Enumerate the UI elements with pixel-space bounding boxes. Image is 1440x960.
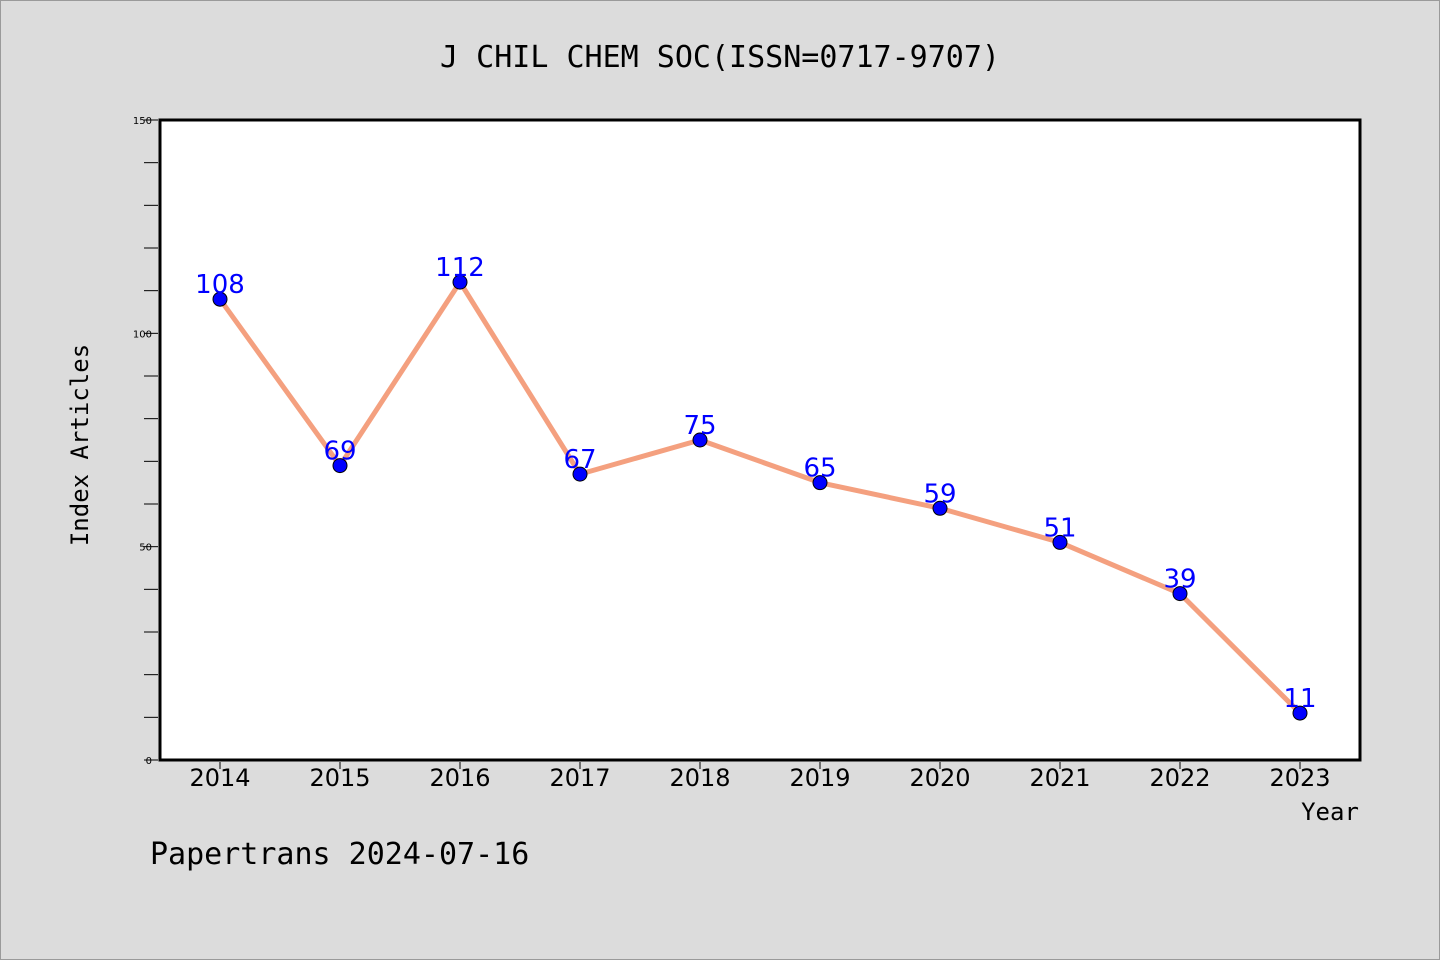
series-group: 108 69 112 67 75 65 59 51 39 11	[195, 253, 1317, 721]
y-axis-title: Index Articles	[66, 344, 94, 546]
data-point	[572, 466, 588, 482]
data-point	[1052, 534, 1068, 550]
data-point	[212, 291, 228, 307]
data-label: 67	[563, 445, 596, 475]
x-tick-label: 2016	[429, 764, 490, 792]
x-tick-label: 2014	[189, 764, 250, 792]
data-point	[332, 458, 348, 474]
plot-area	[158, 118, 1362, 762]
data-label: 59	[923, 479, 956, 509]
data-label: 112	[435, 253, 485, 283]
data-label: 108	[195, 270, 245, 300]
data-point	[932, 500, 948, 516]
x-tick-label: 2018	[669, 764, 730, 792]
y-tick-label: 150	[133, 116, 152, 127]
x-axis-title: Year	[1301, 798, 1359, 826]
data-label: 11	[1283, 684, 1316, 714]
x-tick-label: 2021	[1029, 764, 1090, 792]
footer-text: Papertrans 2024-07-16	[150, 837, 529, 872]
x-tick-label: 2015	[309, 764, 370, 792]
x-tick-label: 2023	[1269, 764, 1330, 792]
x-axis: 2014 2015 2016 2017 2018 2019 2020 2021 2022 2023	[189, 762, 1331, 792]
data-point	[1172, 586, 1188, 602]
data-point	[1292, 705, 1308, 721]
x-tick-label: 2017	[549, 764, 610, 792]
x-tick-label: 2019	[789, 764, 850, 792]
chart-title: J CHIL CHEM SOC(ISSN=0717-9707)	[440, 40, 1000, 75]
y-axis: 0 50 100 150	[133, 116, 158, 767]
data-label: 39	[1163, 565, 1196, 595]
y-tick-label: 50	[139, 543, 152, 554]
data-point	[452, 274, 468, 290]
data-point	[692, 432, 708, 448]
data-label: 65	[803, 454, 836, 484]
series-line	[217, 279, 1303, 716]
y-tick-label: 0	[146, 756, 152, 767]
data-label: 75	[683, 411, 716, 441]
data-label: 51	[1043, 513, 1076, 543]
data-label: 69	[323, 437, 356, 467]
x-tick-label: 2020	[909, 764, 970, 792]
x-tick-label: 2022	[1149, 764, 1210, 792]
y-tick-label: 100	[133, 329, 152, 340]
data-point	[812, 475, 828, 491]
